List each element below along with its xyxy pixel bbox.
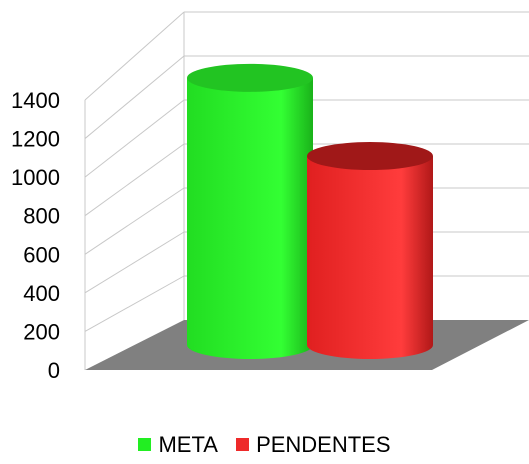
y-tick-label: 1000 [11, 165, 60, 190]
y-tick-label: 600 [23, 242, 60, 267]
bar-pendentes [307, 142, 433, 359]
grid-line-side [84, 187, 185, 255]
y-tick-label: 0 [48, 358, 60, 383]
legend: META PENDENTES [0, 432, 529, 458]
legend-item-pendentes: PENDENTES [236, 432, 391, 458]
grid-line-side [84, 143, 185, 217]
bar-meta [187, 63, 313, 360]
y-tick-label: 1400 [11, 88, 60, 113]
y-tick-label: 800 [23, 204, 60, 229]
bar-top-meta [187, 63, 313, 92]
legend-label-meta: META [158, 432, 218, 457]
legend-swatch-meta [138, 438, 152, 451]
y-axis-ticks: 0 200 400 600 800 1000 1200 1400 [11, 88, 60, 383]
bars [187, 63, 433, 360]
y-tick-label: 400 [23, 281, 60, 306]
legend-swatch-pendentes [236, 438, 250, 451]
bar-top-pendentes [307, 142, 433, 171]
legend-label-pendentes: PENDENTES [256, 432, 391, 457]
y-tick-label: 1200 [11, 127, 60, 152]
grid-line-side [84, 99, 185, 178]
legend-item-meta: META [138, 432, 218, 458]
bar-body-meta [187, 77, 313, 360]
y-tick-label: 200 [23, 319, 60, 344]
grid-line-side [84, 55, 185, 139]
grid-line-side [84, 11, 185, 101]
grid-line-side [84, 275, 185, 332]
bar-body-pendentes [307, 156, 433, 359]
grid-line-side [84, 231, 185, 294]
